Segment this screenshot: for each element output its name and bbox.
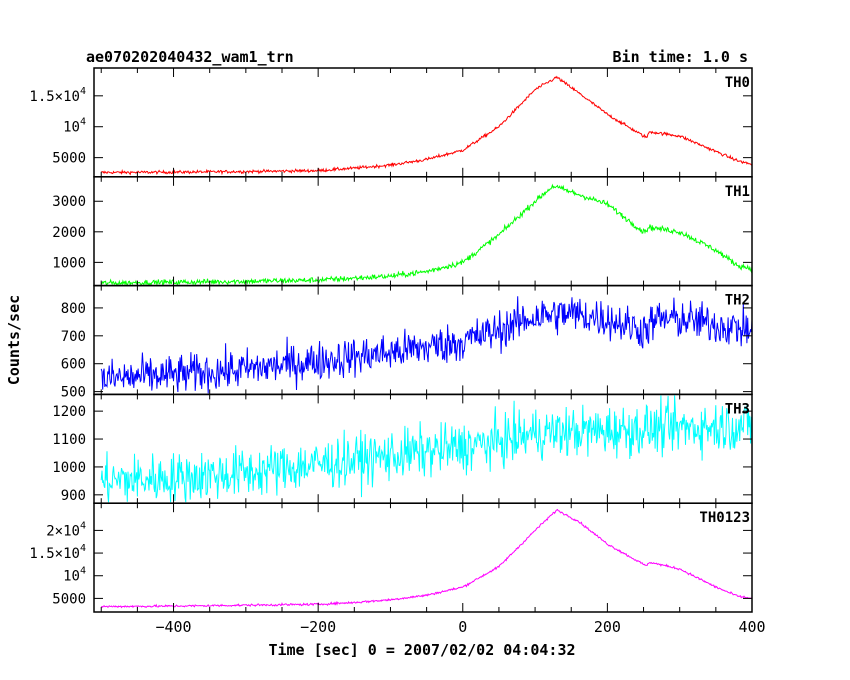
panel-label-th3: TH3: [725, 401, 750, 417]
y-tick-label: 5000: [52, 591, 86, 607]
x-tick-label: 0: [458, 618, 467, 636]
chart-title-right: Bin time: 1.0 s: [613, 48, 748, 66]
y-tick-label: 800: [61, 301, 86, 317]
panel-frame-th0123: [93, 502, 753, 613]
panel-th2: 500 600 700 800 TH2: [61, 284, 753, 401]
chart-title-left: ae070202040432_wam1_trn: [86, 48, 294, 66]
panel-label-th1: TH1: [725, 184, 750, 200]
y-tick-label: 104: [63, 117, 86, 136]
panel-th0: 5000 104 1.5×104 TH0: [29, 67, 753, 178]
y-tick-label: 700: [61, 329, 86, 345]
y-tick-label: 1200: [52, 404, 86, 420]
series-line-th2: [100, 296, 753, 394]
y-tick-label: 600: [61, 357, 86, 373]
y-tick-label: 2×104: [46, 520, 86, 539]
panel-th1: 1000 2000 3000 TH1: [52, 176, 753, 287]
y-tick-label: 104: [63, 566, 86, 585]
y-tick-label: 2000: [52, 225, 86, 241]
series-line-th1: [100, 183, 753, 287]
x-tick-label: 400: [738, 618, 765, 636]
panel-label-th0: TH0: [725, 75, 750, 91]
y-axis-label: Counts/sec: [5, 295, 23, 385]
y-tick-label: 500: [61, 385, 86, 401]
panel-label-th0123: TH0123: [699, 510, 750, 526]
panel-th3: 900 1000 1100 1200 TH3: [52, 393, 753, 504]
series-line-th0123: [101, 508, 753, 609]
y-tick-label: 1000: [52, 460, 86, 476]
x-tick-label: 200: [594, 618, 621, 636]
panel-frame-th1: [93, 176, 753, 287]
panels-group: 50001041.5×104TH0100020003000TH150060070…: [29, 67, 766, 636]
y-tick-label: 1.5×104: [29, 543, 86, 562]
y-tick-label: 3000: [52, 194, 86, 210]
y-tick-label: 1000: [52, 255, 86, 271]
panel-label-th2: TH2: [725, 293, 750, 309]
y-tick-label: 900: [61, 488, 86, 504]
y-tick-label: 5000: [52, 151, 86, 167]
series-line-th3: [100, 395, 753, 503]
panel-th0123: 5000 104 1.5×104 2×104 TH0123: [29, 502, 753, 613]
x-axis-label: Time [sec] 0 = 2007/02/02 04:04:32: [268, 641, 575, 659]
y-tick-label: 1.5×104: [29, 86, 86, 105]
x-tick-label: −200: [300, 618, 336, 636]
x-tick-label: −400: [155, 618, 191, 636]
series-line-th0: [101, 75, 753, 176]
y-tick-label: 1100: [52, 432, 86, 448]
